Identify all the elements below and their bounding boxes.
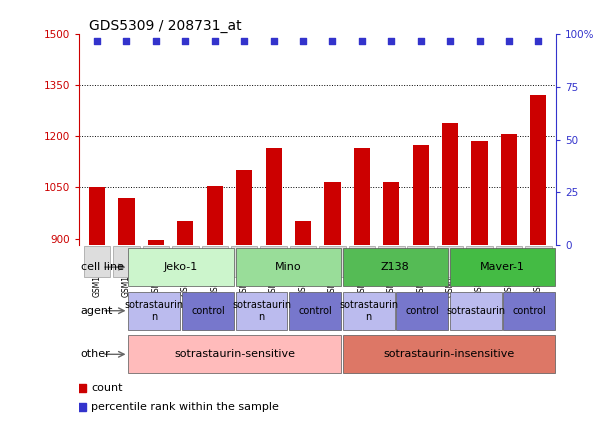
Bar	[89, 187, 105, 245]
FancyBboxPatch shape	[466, 246, 492, 277]
Point	[475, 38, 485, 45]
Text: Mino: Mino	[275, 262, 302, 272]
Bar	[207, 186, 223, 245]
Text: sotrastaurin
n: sotrastaurin n	[232, 300, 291, 321]
Bar	[472, 141, 488, 245]
FancyBboxPatch shape	[235, 291, 287, 330]
Bar	[383, 182, 400, 245]
Text: control: control	[298, 306, 332, 316]
Point	[122, 38, 131, 45]
FancyBboxPatch shape	[343, 248, 448, 286]
Bar	[177, 222, 194, 245]
Bar	[324, 182, 340, 245]
Bar	[530, 95, 546, 245]
Text: count: count	[92, 383, 123, 393]
Bar	[501, 135, 517, 245]
Bar	[236, 170, 252, 245]
FancyBboxPatch shape	[503, 291, 555, 330]
Text: sotrastaurin-sensitive: sotrastaurin-sensitive	[174, 349, 295, 359]
FancyBboxPatch shape	[349, 246, 375, 277]
Text: control: control	[513, 306, 546, 316]
FancyBboxPatch shape	[496, 246, 522, 277]
Bar	[442, 123, 458, 245]
Point	[504, 38, 514, 45]
Point	[210, 38, 219, 45]
Point	[357, 38, 367, 45]
Text: GDS5309 / 208731_at: GDS5309 / 208731_at	[89, 19, 241, 33]
FancyBboxPatch shape	[319, 246, 346, 277]
Text: Maver-1: Maver-1	[480, 262, 525, 272]
Text: Jeko-1: Jeko-1	[164, 262, 199, 272]
Text: sotrastaurin
n: sotrastaurin n	[125, 300, 184, 321]
Point	[386, 38, 396, 45]
FancyBboxPatch shape	[260, 246, 287, 277]
FancyBboxPatch shape	[128, 291, 180, 330]
Point	[240, 38, 249, 45]
FancyBboxPatch shape	[343, 335, 555, 374]
FancyBboxPatch shape	[378, 246, 404, 277]
Point	[180, 38, 190, 45]
Text: Z138: Z138	[381, 262, 410, 272]
Point	[416, 38, 426, 45]
Bar	[412, 145, 429, 245]
FancyBboxPatch shape	[235, 248, 341, 286]
FancyBboxPatch shape	[113, 246, 140, 277]
Text: percentile rank within the sample: percentile rank within the sample	[92, 401, 279, 412]
FancyBboxPatch shape	[182, 291, 234, 330]
Text: control: control	[405, 306, 439, 316]
Point	[445, 38, 455, 45]
FancyBboxPatch shape	[343, 291, 395, 330]
Point	[327, 38, 337, 45]
FancyBboxPatch shape	[396, 291, 448, 330]
Point	[533, 38, 543, 45]
Bar	[295, 222, 311, 245]
FancyBboxPatch shape	[231, 246, 257, 277]
Text: sotrastaurin: sotrastaurin	[446, 306, 505, 316]
Text: other: other	[81, 349, 111, 359]
Text: cell line: cell line	[81, 262, 124, 272]
Text: control: control	[191, 306, 225, 316]
Point	[92, 38, 102, 45]
Point	[151, 38, 161, 45]
FancyBboxPatch shape	[437, 246, 463, 277]
FancyBboxPatch shape	[143, 246, 169, 277]
Point	[298, 38, 308, 45]
FancyBboxPatch shape	[128, 248, 234, 286]
Bar	[148, 240, 164, 245]
FancyBboxPatch shape	[202, 246, 228, 277]
Bar	[354, 148, 370, 245]
FancyBboxPatch shape	[172, 246, 199, 277]
FancyBboxPatch shape	[450, 291, 502, 330]
FancyBboxPatch shape	[408, 246, 434, 277]
Text: sotrastaurin
n: sotrastaurin n	[339, 300, 398, 321]
FancyBboxPatch shape	[290, 246, 316, 277]
FancyBboxPatch shape	[450, 248, 555, 286]
FancyBboxPatch shape	[289, 291, 341, 330]
Text: agent: agent	[81, 306, 113, 316]
FancyBboxPatch shape	[525, 246, 552, 277]
Point	[269, 38, 279, 45]
Text: sotrastaurin-insensitive: sotrastaurin-insensitive	[383, 349, 514, 359]
FancyBboxPatch shape	[128, 335, 341, 374]
Bar	[266, 148, 282, 245]
Bar	[119, 198, 134, 245]
FancyBboxPatch shape	[84, 246, 111, 277]
